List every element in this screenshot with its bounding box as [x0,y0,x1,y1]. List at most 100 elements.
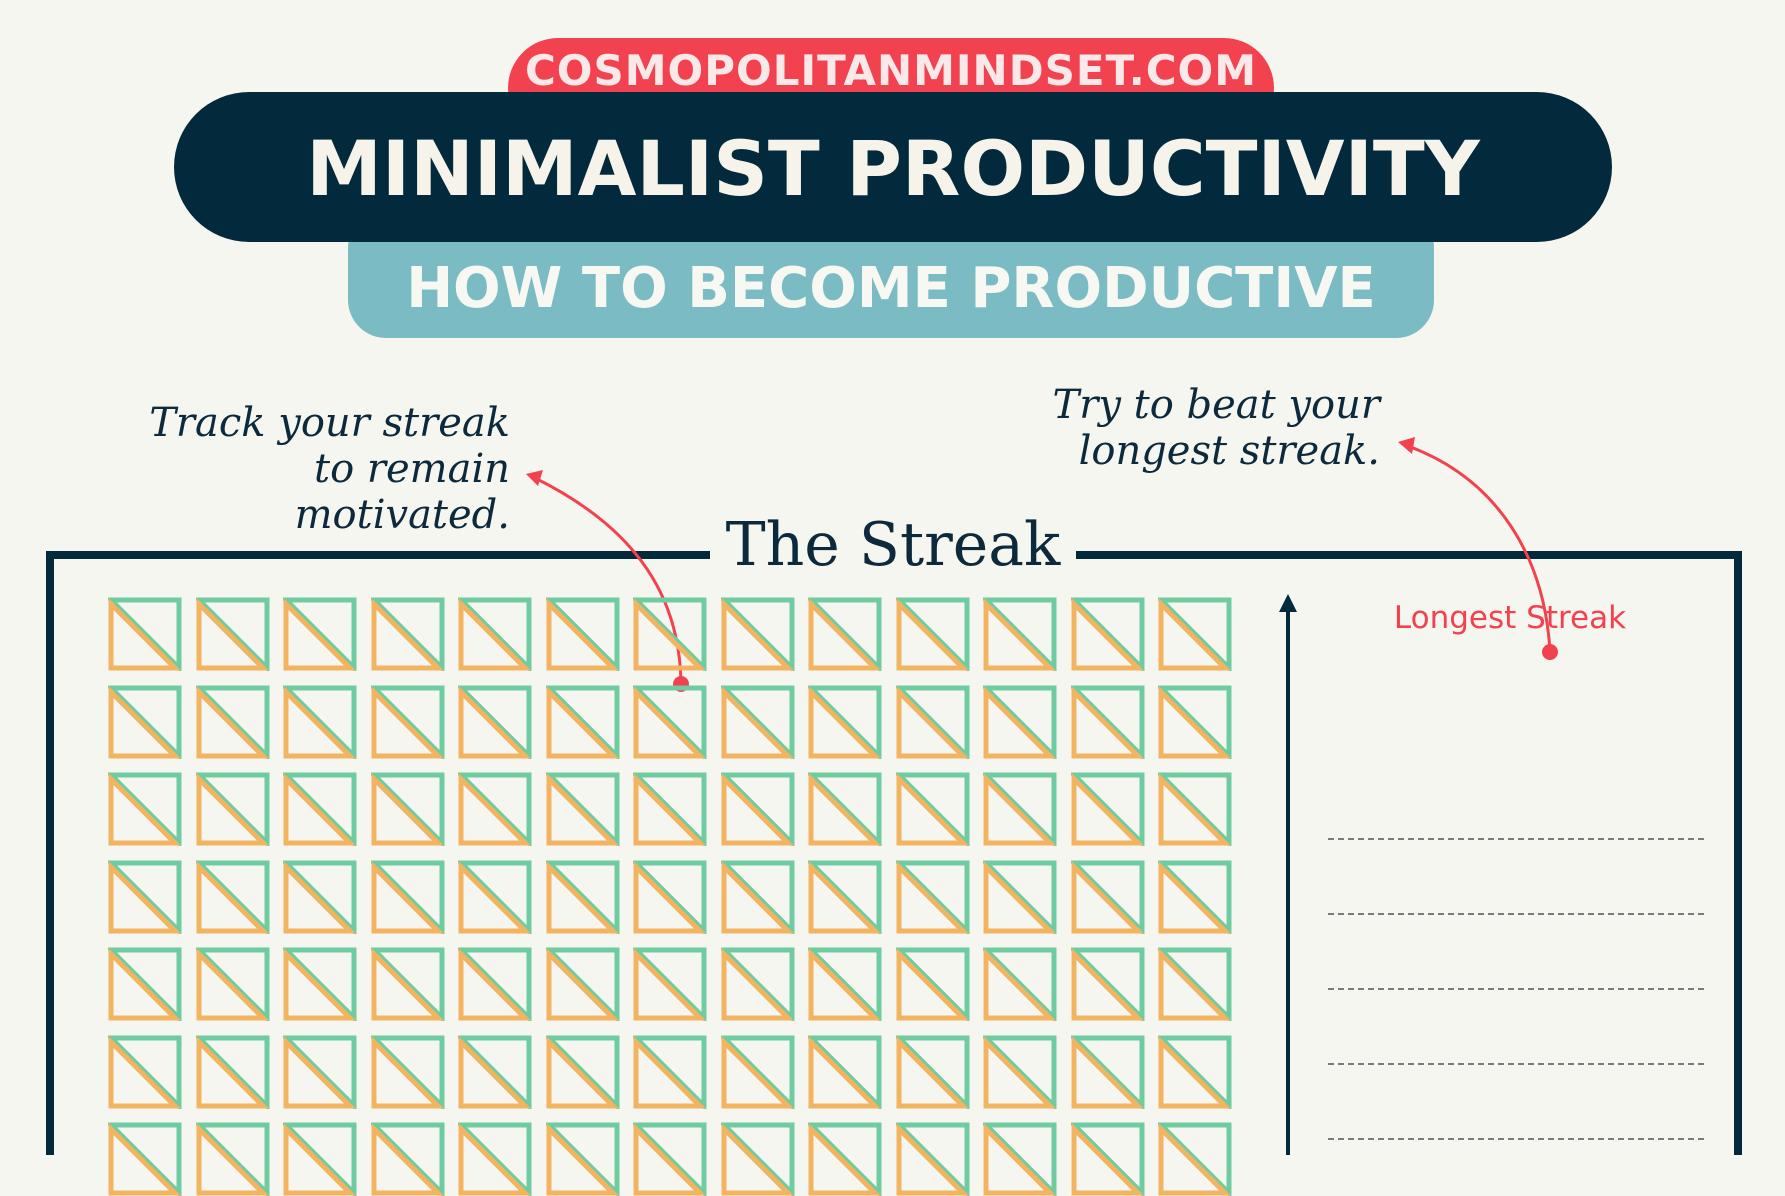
streak-cell[interactable] [108,597,182,671]
section-title: The Streak [710,510,1076,580]
streak-cell[interactable] [458,1035,532,1109]
streak-cell[interactable] [370,860,445,934]
frame-border [46,551,1742,1155]
streak-cell[interactable] [545,772,620,846]
streak-cell[interactable] [108,947,182,1021]
streak-cell[interactable] [983,860,1057,934]
streak-cell[interactable] [983,685,1057,759]
streak-cell[interactable] [808,772,882,846]
streak-cell[interactable] [545,860,620,934]
streak-cell[interactable] [720,1122,795,1196]
streak-cell[interactable] [633,685,707,759]
streak-cell[interactable] [458,947,532,1021]
longest-streak-entry-line [1328,988,1704,990]
longest-streak-entry-line [1328,1063,1704,1065]
longest-streak-label: Longest Streak [1393,600,1627,636]
streak-cell[interactable] [195,947,270,1021]
streak-cell[interactable] [458,772,532,846]
streak-cell[interactable] [633,1122,707,1196]
streak-cell[interactable] [545,1035,620,1109]
streak-cell[interactable] [458,597,532,671]
streak-cell[interactable] [195,860,270,934]
streak-cell[interactable] [1070,860,1145,934]
streak-cell[interactable] [983,597,1057,671]
streak-cell[interactable] [283,597,357,671]
streak-cell[interactable] [370,1035,445,1109]
streak-cell[interactable] [195,597,270,671]
streak-cell[interactable] [283,772,357,846]
streak-cell[interactable] [895,1122,970,1196]
streak-cell[interactable] [895,860,970,934]
streak-cell[interactable] [808,597,882,671]
streak-cell[interactable] [808,947,882,1021]
streak-cell[interactable] [808,1122,882,1196]
streak-cell[interactable] [720,772,795,846]
streak-cell[interactable] [720,947,795,1021]
streak-cell[interactable] [633,772,707,846]
streak-cell[interactable] [720,1035,795,1109]
streak-cell[interactable] [1070,947,1145,1021]
streak-cell[interactable] [283,1122,357,1196]
streak-cell[interactable] [1070,685,1145,759]
streak-cell[interactable] [108,1122,182,1196]
streak-cell[interactable] [895,947,970,1021]
streak-cell[interactable] [895,772,970,846]
streak-cell[interactable] [195,772,270,846]
streak-cell[interactable] [1070,597,1145,671]
streak-cell[interactable] [370,685,445,759]
streak-cell[interactable] [983,947,1057,1021]
streak-cell[interactable] [545,1122,620,1196]
streak-cell[interactable] [983,1035,1057,1109]
streak-cell[interactable] [458,1122,532,1196]
streak-cell[interactable] [895,685,970,759]
streak-cell[interactable] [720,685,795,759]
streak-cell[interactable] [283,860,357,934]
streak-cell[interactable] [283,1035,357,1109]
streak-cell[interactable] [195,1035,270,1109]
streak-cell[interactable] [1158,685,1232,759]
streak-cell[interactable] [370,947,445,1021]
streak-cell[interactable] [458,860,532,934]
streak-cell[interactable] [108,772,182,846]
streak-cell[interactable] [283,947,357,1021]
streak-cell[interactable] [1070,1035,1145,1109]
streak-cell[interactable] [1158,772,1232,846]
streak-cell[interactable] [633,1035,707,1109]
streak-cell[interactable] [370,597,445,671]
left-annotation-arrow [534,476,683,685]
streak-cell[interactable] [808,860,882,934]
streak-cell[interactable] [1158,860,1232,934]
streak-cell[interactable] [370,1122,445,1196]
streak-cell[interactable] [633,597,707,671]
streak-cell[interactable] [808,685,882,759]
streak-cell[interactable] [1158,947,1232,1021]
streak-cell[interactable] [808,1035,882,1109]
streak-cell[interactable] [1070,772,1145,846]
streak-cell[interactable] [1070,1122,1145,1196]
annotation-track-streak: Track your streak to remain motivated. [149,400,510,538]
streak-cell[interactable] [108,1035,182,1109]
streak-cell[interactable] [458,685,532,759]
streak-cell[interactable] [195,1122,270,1196]
streak-cell[interactable] [545,947,620,1021]
streak-cell[interactable] [195,685,270,759]
streak-cell[interactable] [108,860,182,934]
streak-cell[interactable] [1158,597,1232,671]
annotation-beat-streak: Try to beat your longest streak. [1052,382,1380,474]
streak-cell[interactable] [370,772,445,846]
streak-cell[interactable] [545,597,620,671]
streak-cell[interactable] [720,860,795,934]
streak-cell[interactable] [633,860,707,934]
streak-cell[interactable] [108,685,182,759]
streak-cell[interactable] [983,772,1057,846]
streak-cell[interactable] [895,597,970,671]
streak-cell[interactable] [720,597,795,671]
streak-cell[interactable] [895,1035,970,1109]
streak-cell[interactable] [545,685,620,759]
right-annotation-arrow [1407,444,1552,653]
streak-cell[interactable] [1158,1122,1232,1196]
streak-cell[interactable] [983,1122,1057,1196]
streak-cell[interactable] [1158,1035,1232,1109]
streak-cell[interactable] [633,947,707,1021]
streak-cell[interactable] [283,685,357,759]
